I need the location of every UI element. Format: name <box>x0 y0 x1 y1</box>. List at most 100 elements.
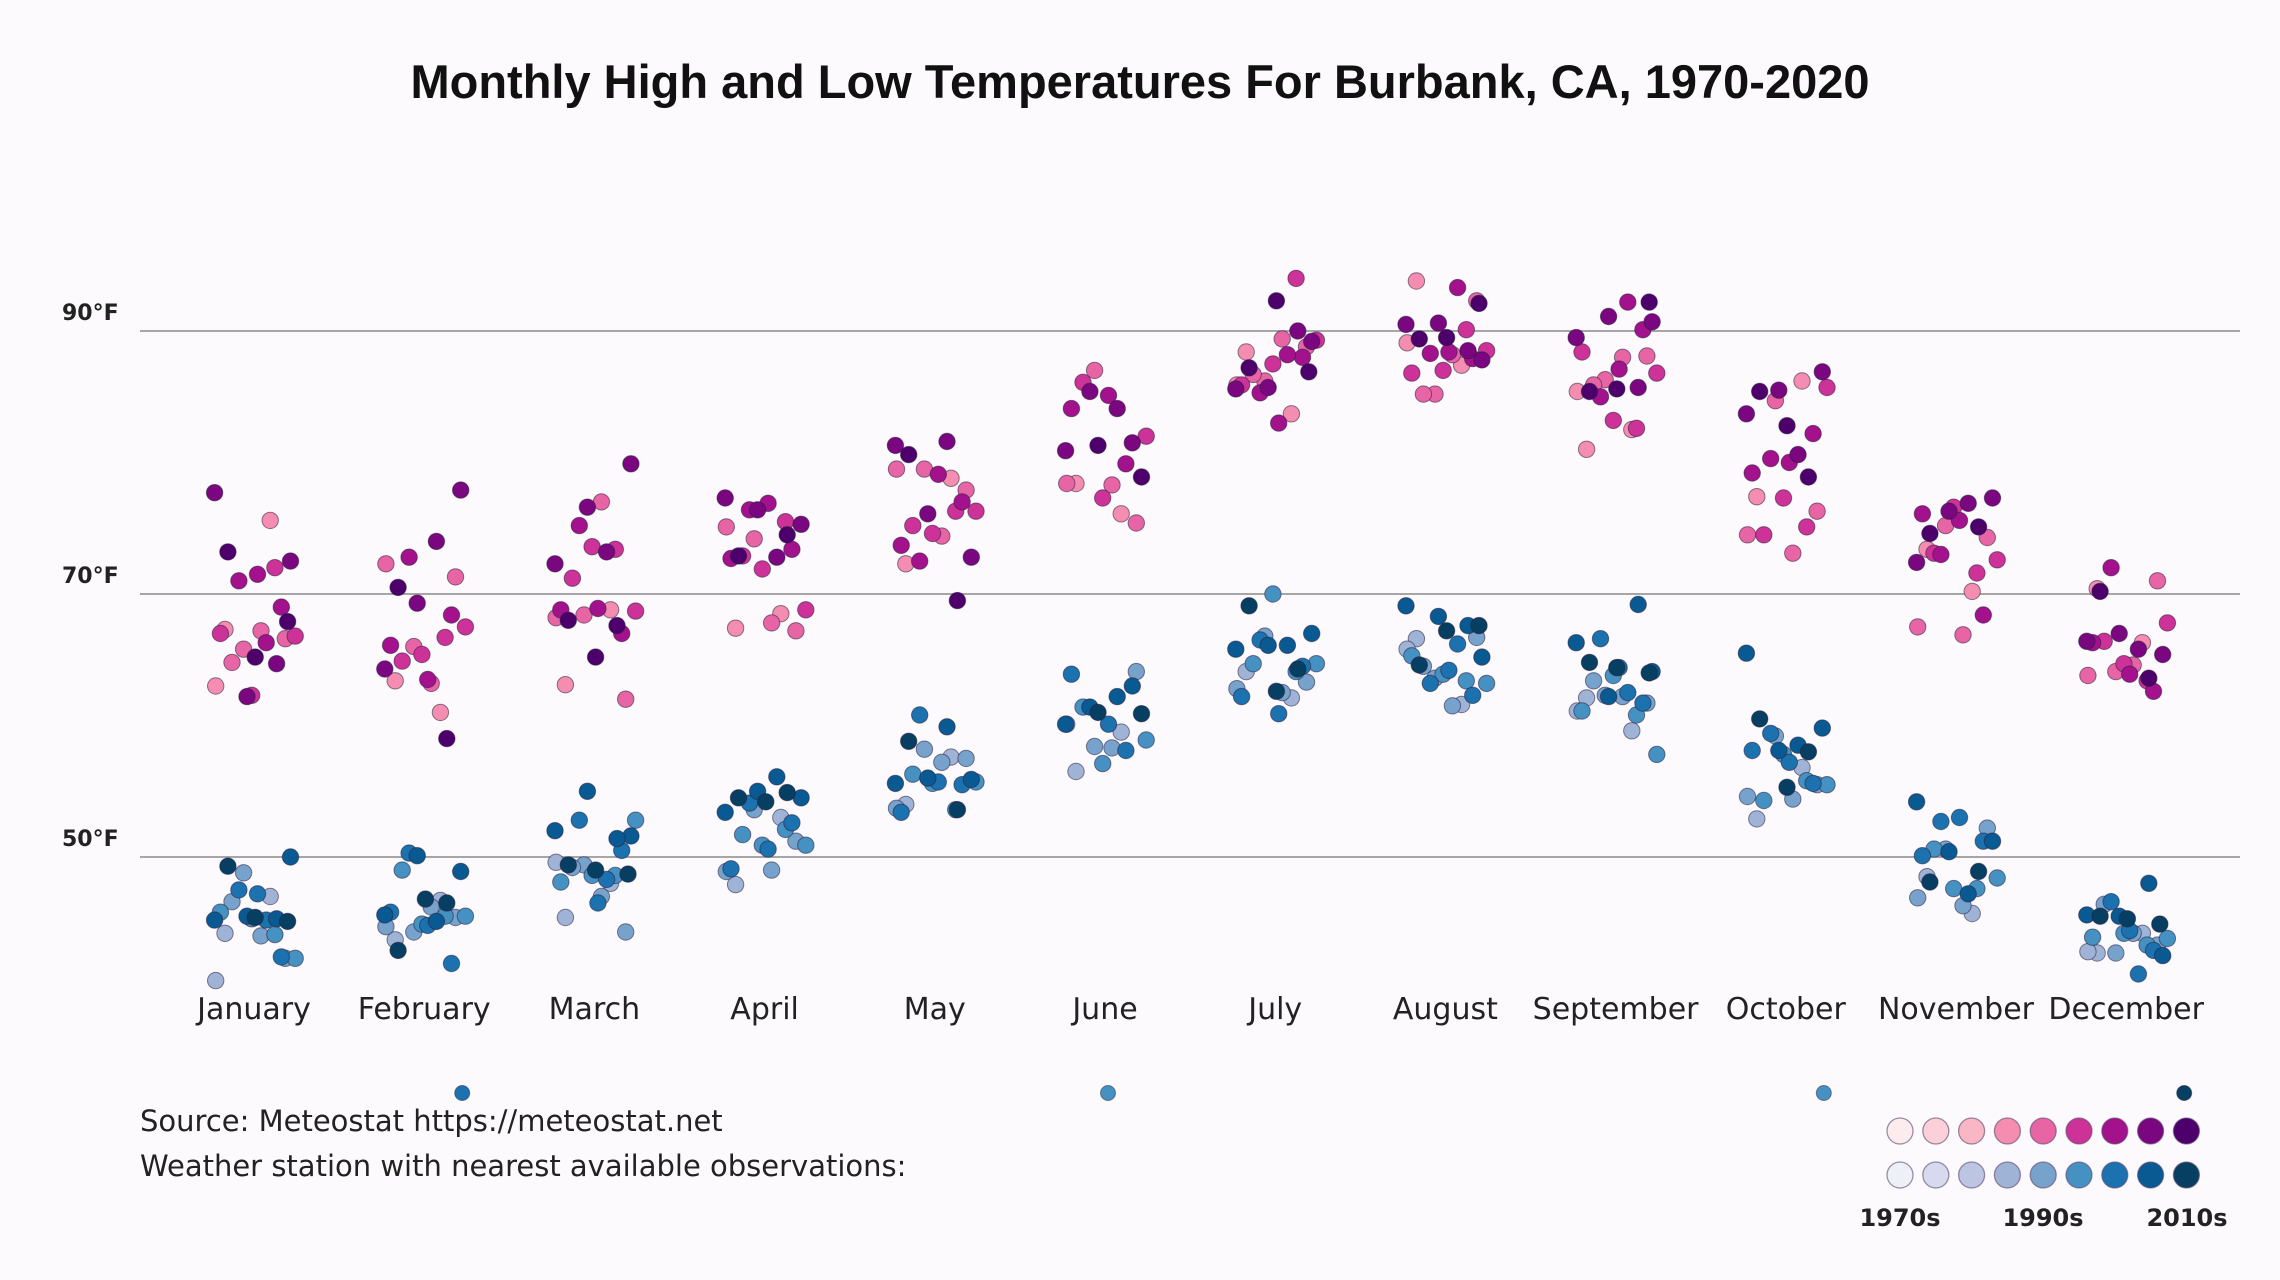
data-point <box>1137 427 1155 445</box>
station-note: Weather station with nearest available o… <box>140 1149 906 1183</box>
data-point <box>230 572 248 590</box>
data-point <box>1784 544 1802 562</box>
data-point <box>578 498 597 516</box>
data-point <box>1580 382 1599 401</box>
data-point <box>2118 910 2137 928</box>
data-point <box>427 532 446 551</box>
data-point <box>281 552 300 570</box>
data-point <box>962 548 980 566</box>
data-point <box>1410 656 1429 674</box>
data-point <box>1608 658 1626 677</box>
data-point <box>762 861 781 879</box>
data-point <box>1464 686 1482 704</box>
data-point <box>608 616 626 635</box>
data-point <box>1789 445 1807 464</box>
data-point <box>1738 787 1757 806</box>
data-point <box>1108 399 1126 418</box>
data-point <box>589 894 607 912</box>
data-point <box>1640 664 1658 682</box>
data-point <box>389 578 407 597</box>
data-point <box>1604 411 1623 430</box>
x-tick-label: October <box>1726 992 1847 1027</box>
data-point <box>1762 449 1780 468</box>
data-point <box>953 493 971 511</box>
data-point <box>1457 321 1476 339</box>
data-point <box>1303 624 1321 643</box>
data-point <box>1410 330 1429 348</box>
data-point <box>733 825 752 844</box>
data-point <box>1751 382 1769 401</box>
data-point <box>205 484 224 502</box>
data-point <box>1643 313 1661 331</box>
data-point <box>386 672 404 690</box>
data-point <box>1959 885 1977 903</box>
data-point <box>2154 946 2172 965</box>
data-point <box>266 559 284 577</box>
data-point <box>1240 597 1258 615</box>
data-point <box>778 783 796 802</box>
data-point <box>1755 791 1773 810</box>
data-point <box>1634 694 1652 712</box>
data-point <box>729 789 748 807</box>
data-point <box>393 861 411 879</box>
data-point <box>1099 386 1118 405</box>
data-point <box>1813 719 1832 737</box>
data-point <box>230 881 248 899</box>
data-point <box>546 555 564 573</box>
data-point <box>923 524 942 543</box>
data-point <box>1273 330 1291 348</box>
x-tick-label: January <box>195 992 311 1027</box>
data-point <box>1099 715 1118 733</box>
data-point <box>2091 582 2109 601</box>
data-point <box>911 552 929 570</box>
data-point <box>716 489 734 507</box>
data-point <box>759 840 777 858</box>
data-point <box>1629 378 1647 397</box>
data-point <box>400 548 418 566</box>
data-point <box>1909 618 1927 636</box>
x-tick-label: March <box>549 992 640 1027</box>
data-point <box>248 885 267 903</box>
data-point <box>272 598 290 616</box>
data-point <box>1627 419 1646 437</box>
data-point <box>957 749 975 768</box>
data-point <box>1793 372 1811 390</box>
data-point <box>438 894 456 912</box>
legend-swatch <box>2029 1161 2057 1189</box>
data-point <box>559 856 577 874</box>
data-point <box>797 601 815 619</box>
data-point <box>887 460 906 478</box>
data-point <box>726 875 745 894</box>
data-point <box>1058 474 1076 493</box>
data-point <box>1774 489 1793 507</box>
data-point <box>219 543 237 561</box>
legend-swatch <box>2172 1117 2201 1145</box>
station-markers <box>454 1085 2193 1101</box>
data-point <box>892 536 910 554</box>
data-point <box>1407 272 1426 290</box>
data-point <box>753 560 771 578</box>
data-point <box>783 814 801 832</box>
data-point <box>1470 616 1488 635</box>
x-tick-label: November <box>1878 992 2035 1027</box>
legend-swatch <box>2136 1161 2165 1189</box>
data-point <box>1945 879 1963 898</box>
data-point <box>757 793 775 811</box>
data-point <box>589 599 607 618</box>
data-point <box>408 594 426 612</box>
data-point <box>1638 347 1656 365</box>
y-tick-label: 50°F <box>62 827 119 852</box>
data-point <box>792 515 810 533</box>
data-point <box>762 614 781 632</box>
data-point <box>281 848 300 866</box>
data-point <box>1278 346 1297 364</box>
data-point <box>583 538 601 556</box>
data-point <box>900 445 918 464</box>
data-point <box>381 636 400 654</box>
data-point <box>413 645 431 664</box>
data-point <box>617 690 635 708</box>
data-point <box>919 769 937 787</box>
data-point <box>1959 494 1977 512</box>
legend-swatch <box>2101 1161 2129 1189</box>
data-point <box>570 516 588 535</box>
